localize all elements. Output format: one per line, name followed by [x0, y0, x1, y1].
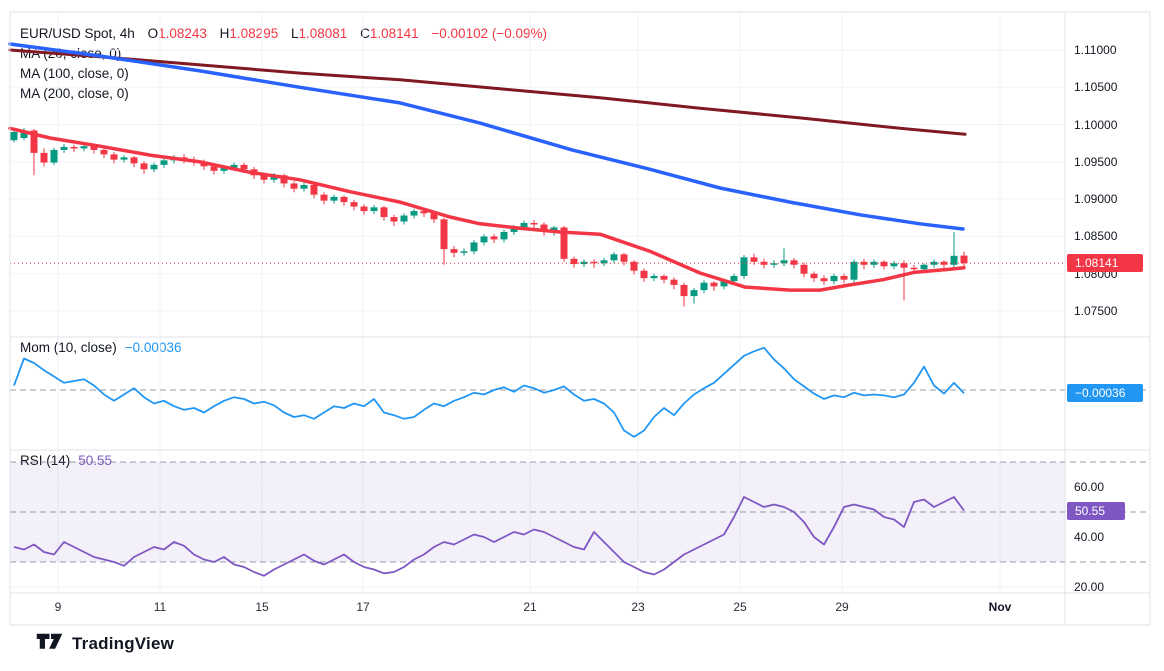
time-tick-label: 29	[835, 600, 849, 614]
last-price-badge: 1.08141	[1067, 254, 1143, 273]
time-tick-label: 17	[356, 600, 370, 614]
close-label: C	[360, 26, 370, 41]
rsi-tick-label: 40.00	[1074, 530, 1105, 544]
time-tick-label: 15	[255, 600, 269, 614]
momentum-value-badge: −0.00036	[1067, 384, 1143, 403]
price-tick-label: 1.08500	[1074, 229, 1118, 244]
low-label: L	[290, 26, 299, 41]
tradingview-brand-text: TradingView	[72, 633, 175, 653]
open-label: O	[147, 26, 159, 41]
momentum-legend[interactable]: Mom (10, close) −0.00036	[20, 340, 181, 355]
open-value: 1.08243	[158, 26, 207, 41]
momentum-value: −0.00036	[124, 340, 182, 355]
momentum-line	[13, 346, 965, 438]
rsi-tick-label: 60.00	[1074, 480, 1105, 494]
price-gridlines	[10, 49, 1065, 312]
ma-line-2	[8, 48, 967, 136]
ma-line-1	[8, 42, 965, 231]
frame-borders	[9, 11, 1151, 626]
change-value: −0.00102 (−0.09%)	[431, 26, 547, 41]
price-tick-label: 1.11000	[1074, 43, 1117, 57]
time-tick-label: 23	[631, 600, 645, 614]
rsi-value: 50.55	[78, 453, 113, 468]
rsi-line	[13, 496, 965, 577]
price-tick-label: 1.07500	[1074, 303, 1118, 318]
time-tick-label: 9	[54, 600, 62, 614]
tradingview-attribution[interactable]: TradingView	[36, 633, 174, 654]
time-tick-label: 21	[523, 600, 537, 614]
legend-ma100[interactable]: MA (100, close, 0)	[20, 66, 129, 81]
legend-ma200[interactable]: MA (200, close, 0)	[20, 86, 129, 101]
rsi-band	[10, 462, 1065, 588]
rsi-tick-label: 20.00	[1074, 580, 1105, 594]
vertical-gridlines	[57, 12, 1001, 593]
high-label: H	[219, 26, 230, 41]
price-tick-label: 1.09000	[1074, 192, 1118, 207]
momentum-label: Mom (10, close)	[20, 340, 117, 355]
time-tick-label: 11	[153, 600, 167, 614]
low-value: 1.08081	[298, 26, 348, 41]
price-tick-label: 1.10000	[1074, 117, 1118, 132]
symbol-row[interactable]: EUR/USD Spot, 4h O1.08243 H1.08295 L1.08…	[20, 24, 547, 44]
ma-line-0	[8, 126, 966, 292]
price-tick-label: 1.09500	[1074, 154, 1118, 169]
price-tick-label: 1.10500	[1074, 80, 1118, 95]
time-tick-label: 25	[733, 600, 747, 614]
rsi-value-badge: 50.55	[1067, 501, 1125, 520]
close-value: 1.08141	[369, 26, 419, 41]
symbol-title: EUR/USD Spot, 4h	[20, 26, 135, 41]
tradingview-logo-icon	[36, 633, 63, 649]
high-value: 1.08295	[229, 26, 279, 41]
time-tick-label: Nov	[988, 600, 1012, 614]
